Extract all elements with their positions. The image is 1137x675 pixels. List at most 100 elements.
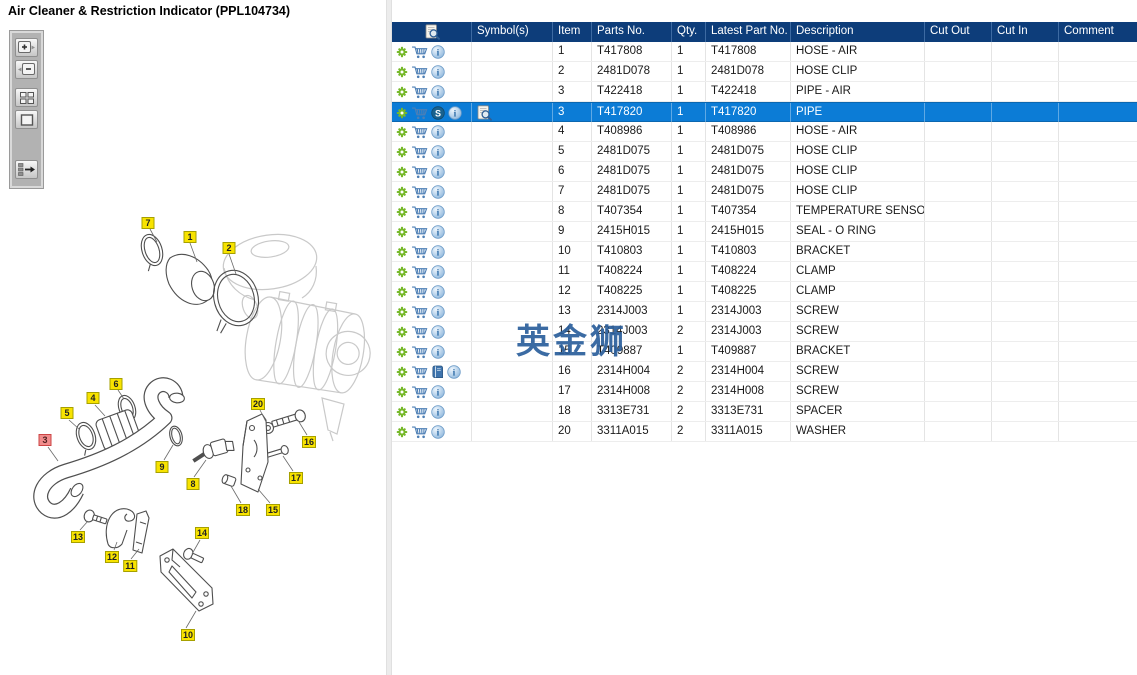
table-row[interactable]: 20 3311A015 2 3311A015 WASHER (392, 422, 1137, 442)
cart-icon[interactable] (411, 145, 428, 159)
part-callout-5[interactable]: 5 (60, 407, 74, 419)
info-icon[interactable] (431, 85, 445, 99)
cart-icon[interactable] (411, 65, 428, 79)
part-callout-1[interactable]: 1 (183, 231, 197, 243)
part-callout-17[interactable]: 17 (288, 472, 304, 484)
gear-icon[interactable] (396, 266, 408, 278)
cart-icon[interactable] (411, 165, 428, 179)
table-row[interactable]: 1 T417808 1 T417808 HOSE - AIR (392, 42, 1137, 62)
page-search-icon[interactable] (476, 105, 492, 121)
table-row[interactable]: 6 2481D075 1 2481D075 HOSE CLIP (392, 162, 1137, 182)
gear-icon[interactable] (396, 406, 408, 418)
table-row[interactable]: 9 2415H015 1 2415H015 SEAL - O RING (392, 222, 1137, 242)
info-icon[interactable] (431, 265, 445, 279)
column-header-latest_part_no[interactable]: Latest Part No. (706, 22, 791, 42)
info-icon[interactable] (447, 365, 461, 379)
part-callout-13[interactable]: 13 (70, 531, 86, 543)
table-row[interactable]: 13 2314J003 1 2314J003 SCREW (392, 302, 1137, 322)
info-icon[interactable] (431, 245, 445, 259)
part-callout-18[interactable]: 18 (235, 504, 251, 516)
column-header-symbols[interactable]: Symbol(s) (472, 22, 553, 42)
table-row[interactable]: 12 T408225 1 T408225 CLAMP (392, 282, 1137, 302)
table-row[interactable]: 3 T422418 1 T422418 PIPE - AIR (392, 82, 1137, 102)
part-callout-10[interactable]: 10 (180, 629, 196, 641)
table-row[interactable]: 14 2314J003 2 2314J003 SCREW (392, 322, 1137, 342)
column-header-cut_in[interactable]: Cut In (992, 22, 1059, 42)
gear-icon[interactable] (396, 426, 408, 438)
cart-icon[interactable] (411, 285, 428, 299)
gear-icon[interactable] (396, 46, 408, 58)
page-search-icon[interactable] (424, 24, 440, 40)
part-callout-12[interactable]: 12 (104, 551, 120, 563)
column-header-comment[interactable]: Comment (1064, 25, 1114, 37)
part-callout-14[interactable]: 14 (194, 527, 210, 539)
gear-icon[interactable] (396, 346, 408, 358)
gear-icon[interactable] (396, 166, 408, 178)
part-callout-7[interactable]: 7 (141, 217, 155, 229)
table-row[interactable]: 7 2481D075 1 2481D075 HOSE CLIP (392, 182, 1137, 202)
column-header-item[interactable]: Item (553, 22, 592, 42)
part-callout-11[interactable]: 11 (123, 560, 137, 572)
table-row[interactable]: 10 T410803 1 T410803 BRACKET (392, 242, 1137, 262)
info-icon[interactable] (431, 305, 445, 319)
cart-icon[interactable] (411, 405, 428, 419)
cart-icon[interactable] (411, 345, 428, 359)
s-icon[interactable] (431, 106, 445, 120)
toggle-list-panel-button[interactable] (15, 160, 38, 179)
column-header-description[interactable]: Description (791, 22, 925, 42)
single-view-button[interactable] (15, 110, 38, 129)
info-icon[interactable] (431, 225, 445, 239)
part-callout-16[interactable]: 16 (301, 436, 317, 448)
info-icon[interactable] (431, 145, 445, 159)
info-icon[interactable] (431, 325, 445, 339)
column-header-actions[interactable] (392, 22, 472, 42)
cart-icon[interactable] (411, 85, 428, 99)
gear-icon[interactable] (396, 226, 408, 238)
info-icon[interactable] (431, 425, 445, 439)
cart-icon[interactable] (411, 385, 428, 399)
cart-icon[interactable] (411, 365, 428, 379)
table-row[interactable]: 2 2481D078 1 2481D078 HOSE CLIP (392, 62, 1137, 82)
info-icon[interactable] (431, 285, 445, 299)
info-icon[interactable] (431, 65, 445, 79)
gear-icon[interactable] (396, 206, 408, 218)
gear-icon[interactable] (396, 86, 408, 98)
cart-icon[interactable] (411, 425, 428, 439)
cart-icon[interactable] (411, 245, 428, 259)
gear-icon[interactable] (396, 146, 408, 158)
cart-icon[interactable] (411, 305, 428, 319)
book-icon[interactable] (431, 365, 444, 379)
part-callout-9[interactable]: 9 (155, 461, 169, 473)
gear-icon[interactable] (396, 107, 408, 119)
column-header-parts_no[interactable]: Parts No. (592, 22, 672, 42)
info-icon[interactable] (431, 205, 445, 219)
gear-icon[interactable] (396, 66, 408, 78)
table-row[interactable]: 8 T407354 1 T407354 TEMPERATURE SENSOR (392, 202, 1137, 222)
table-row[interactable]: 18 3313E731 2 3313E731 SPACER (392, 402, 1137, 422)
info-icon[interactable] (431, 165, 445, 179)
table-row-selected[interactable]: 3 T417820 1 T417820 PIPE (392, 102, 1137, 122)
table-row[interactable]: 11 T408224 1 T408224 CLAMP (392, 262, 1137, 282)
cart-icon[interactable] (411, 185, 428, 199)
gear-icon[interactable] (396, 306, 408, 318)
cart-icon[interactable] (411, 325, 428, 339)
info-icon[interactable] (448, 106, 462, 120)
gear-icon[interactable] (396, 186, 408, 198)
part-callout-3-selected[interactable]: 3 (38, 434, 52, 446)
cart-icon[interactable] (411, 106, 428, 120)
gear-icon[interactable] (396, 246, 408, 258)
part-callout-4[interactable]: 4 (86, 392, 100, 404)
zoom-out-button[interactable] (15, 60, 38, 79)
gear-icon[interactable] (396, 286, 408, 298)
cart-icon[interactable] (411, 45, 428, 59)
tile-view-button[interactable] (15, 88, 38, 107)
info-icon[interactable] (431, 385, 445, 399)
part-callout-20[interactable]: 20 (250, 398, 266, 410)
info-icon[interactable] (431, 45, 445, 59)
gear-icon[interactable] (396, 126, 408, 138)
info-icon[interactable] (431, 345, 445, 359)
cart-icon[interactable] (411, 205, 428, 219)
table-row[interactable]: 4 T408986 1 T408986 HOSE - AIR (392, 122, 1137, 142)
cart-icon[interactable] (411, 125, 428, 139)
gear-icon[interactable] (396, 366, 408, 378)
